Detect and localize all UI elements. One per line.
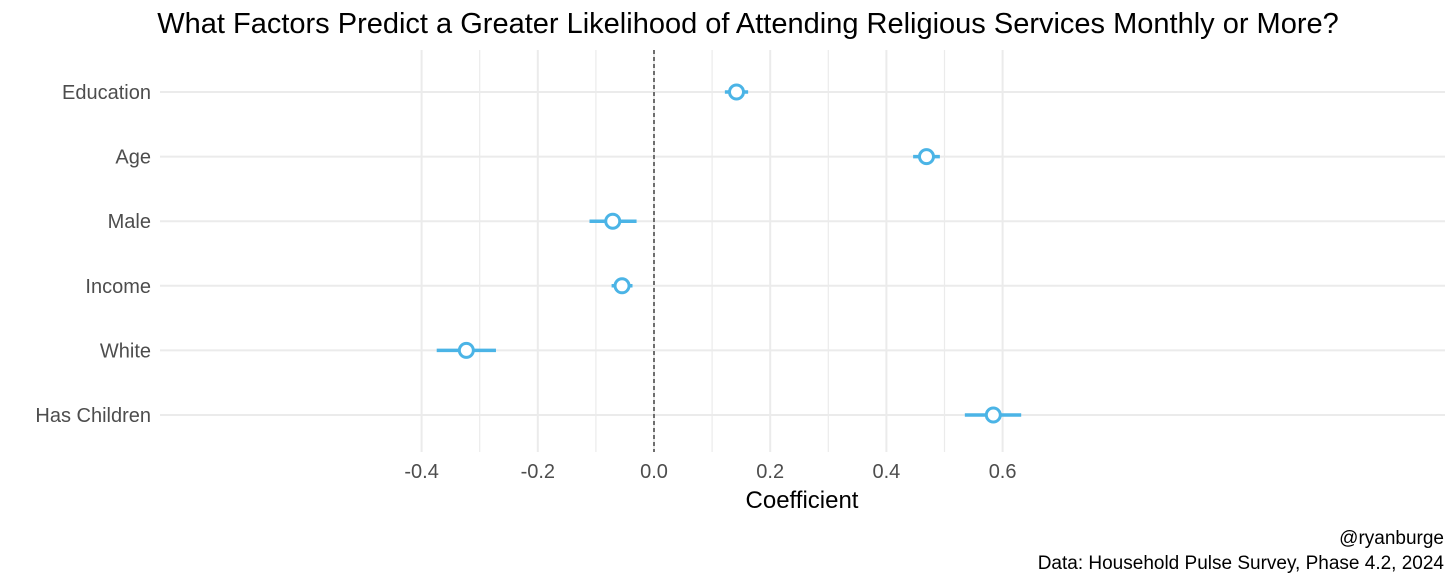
caption-source: Data: Household Pulse Survey, Phase 4.2,… <box>1038 553 1445 574</box>
x-tick-label: -0.2 <box>521 461 555 483</box>
point-has-children <box>984 406 1002 424</box>
y-tick-label: White <box>100 340 151 362</box>
y-tick-label: Income <box>85 276 151 298</box>
x-tick-label: 0.6 <box>989 461 1017 483</box>
grid-layer <box>160 50 1445 452</box>
caption-handle: @ryanburge <box>1339 528 1444 549</box>
x-axis-labels: -0.4 -0.2 0.0 0.2 0.4 0.6 <box>404 461 1016 483</box>
point-age <box>917 148 935 166</box>
chart-title: What Factors Predict a Greater Likelihoo… <box>157 8 1339 40</box>
marks-layer <box>436 83 1022 424</box>
y-tick-label: Education <box>62 82 151 104</box>
y-tick-label: Male <box>108 211 151 233</box>
x-axis-title: Coefficient <box>746 487 859 514</box>
point-white <box>457 341 475 359</box>
y-tick-label: Has Children <box>35 405 151 427</box>
x-tick-label: 0.0 <box>640 461 668 483</box>
y-axis-labels: Education Age Male Income White Has Children <box>35 82 151 427</box>
point-education <box>728 83 746 101</box>
x-tick-label: 0.2 <box>756 461 784 483</box>
x-tick-label: -0.4 <box>404 461 438 483</box>
point-income <box>613 277 631 295</box>
x-tick-label: 0.4 <box>872 461 900 483</box>
point-male <box>604 212 622 230</box>
y-tick-label: Age <box>115 147 151 169</box>
